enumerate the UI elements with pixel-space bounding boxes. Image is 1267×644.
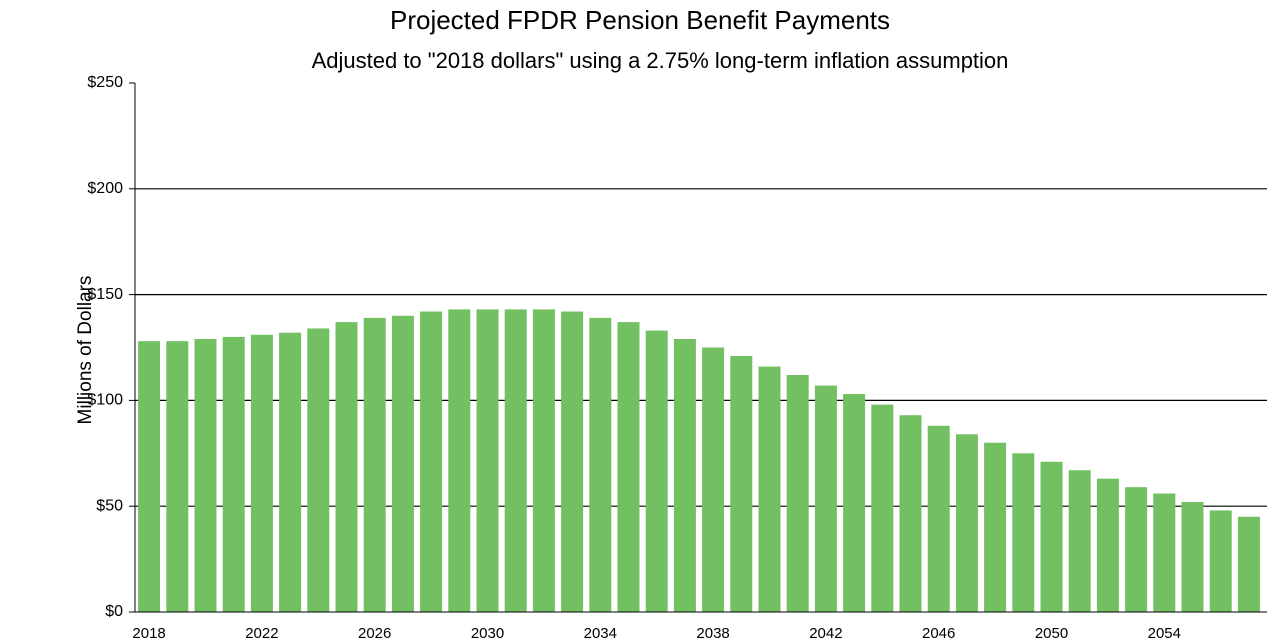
bar — [814, 385, 837, 612]
bar — [1237, 516, 1260, 612]
x-tick-label: 2054 — [1148, 625, 1181, 642]
x-tick-label: 2034 — [584, 625, 617, 642]
bar — [1096, 478, 1119, 612]
bar — [899, 415, 922, 612]
bar — [1068, 470, 1091, 612]
x-tick-label: 2022 — [245, 625, 278, 642]
bar — [222, 336, 245, 612]
bar — [1209, 510, 1232, 612]
x-tick-label: 2018 — [132, 625, 165, 642]
bar — [504, 309, 527, 612]
bar — [1125, 487, 1148, 612]
bar — [786, 375, 809, 612]
bar — [420, 311, 443, 612]
bar — [166, 341, 189, 612]
bar — [1153, 493, 1176, 612]
bar — [645, 330, 668, 612]
x-tick-label: 2038 — [696, 625, 729, 642]
x-tick-label: 2046 — [922, 625, 955, 642]
y-axis-label: Millions of Dollars — [75, 276, 96, 425]
bar — [730, 355, 753, 612]
bar — [984, 442, 1007, 612]
bar — [617, 322, 640, 612]
bar — [673, 339, 696, 612]
bar — [335, 322, 358, 612]
x-tick-label: 2042 — [809, 625, 842, 642]
y-tick-label: $0 — [105, 603, 123, 620]
bar — [1181, 501, 1204, 612]
bar — [843, 394, 866, 612]
y-tick-label: $100 — [87, 392, 123, 409]
x-tick-label: 2030 — [471, 625, 504, 642]
bar — [532, 309, 555, 612]
chart-subtitle: Adjusted to "2018 dollars" using a 2.75%… — [312, 48, 1009, 73]
bar — [138, 341, 161, 612]
bar — [194, 339, 217, 612]
bar — [561, 311, 584, 612]
bar — [702, 347, 725, 612]
y-tick-label: $150 — [87, 286, 123, 303]
bar — [1040, 461, 1063, 612]
bar — [279, 332, 302, 612]
bar — [307, 328, 330, 612]
y-tick-label: $200 — [87, 180, 123, 197]
bar — [448, 309, 471, 612]
bar — [391, 315, 414, 612]
bar — [589, 317, 612, 612]
x-tick-label: 2050 — [1035, 625, 1068, 642]
chart-title: Projected FPDR Pension Benefit Payments — [390, 5, 890, 35]
y-tick-label: $250 — [87, 74, 123, 91]
bar — [1012, 453, 1035, 612]
bar — [476, 309, 499, 612]
bar — [363, 317, 386, 612]
bar — [955, 434, 978, 612]
bar — [927, 425, 950, 612]
y-tick-label: $50 — [96, 497, 123, 514]
x-tick-label: 2026 — [358, 625, 391, 642]
bar — [758, 366, 781, 612]
bar — [250, 334, 273, 612]
bar — [871, 404, 894, 612]
